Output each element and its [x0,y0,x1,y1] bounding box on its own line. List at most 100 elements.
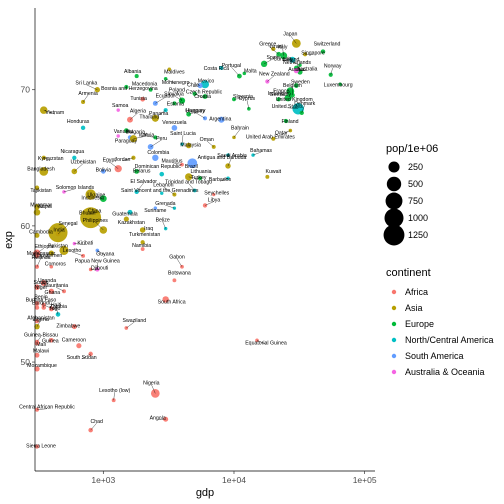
data-point [159,171,165,177]
data-point [140,96,146,102]
point-label: Seychelles [204,191,229,197]
label-leader-line [55,306,59,315]
data-point [320,49,326,54]
point-label: Gabon [169,255,185,261]
label-leader-line [36,252,42,256]
point-label: Chad [90,419,103,425]
label-leader-line [301,104,305,113]
data-point [226,153,230,157]
point-label: Niger [35,285,48,291]
data-point [202,203,208,208]
data-point [116,108,120,112]
point-label: Egypt [103,158,117,164]
data-point [284,94,292,102]
label-leader-line [72,251,84,257]
point-label: India [53,228,64,234]
point-label: Solomon Islands [56,185,95,191]
point-label: Namibia [132,243,151,249]
point-label: Italy [278,45,288,51]
label-leader-line [43,109,55,115]
point-label: Mozambique [27,363,57,369]
point-label: Macedonia [132,82,157,88]
point-label: Bulgaria [126,130,145,136]
data-point [124,128,129,133]
color-legend-key [391,305,397,311]
point-label: Kazakhstan [118,220,145,226]
point-label: Norway [324,64,342,70]
data-point [160,191,164,195]
point-label: Netherlands [283,60,311,66]
label-leader-line [36,282,48,288]
data-point [124,84,129,90]
data-point [167,67,172,72]
point-label: Bolivia [96,167,111,173]
point-label: Dominican Republic [135,164,182,170]
point-label: Nepal [38,204,52,210]
point-label: Senegal [58,221,77,227]
point-label: Liberia [33,317,49,323]
label-leader-line [109,161,119,169]
point-label: Paraguay [115,138,138,144]
point-label: Hungary [186,108,206,114]
label-leader-line [267,75,275,82]
point-label: Lesotho [63,248,82,254]
data-point [116,134,120,138]
point-label: United Arab Emirates [246,135,295,141]
point-label: Colombia [147,150,169,156]
point-label: Honduras [67,119,90,125]
point-label: Afghanistan [27,316,55,322]
data-point [34,232,40,238]
point-label: Libya [208,197,221,203]
data-point [80,125,86,131]
data-point [185,142,192,149]
data-point [34,366,40,372]
point-label: Central African Republic [19,405,75,411]
point-label: Tajikistan [30,188,51,194]
data-point [187,158,198,169]
point-label: Armenia [78,91,97,97]
size-legend-label: 1250 [408,230,428,240]
point-label: Montenegro [162,80,190,86]
data-point [33,208,41,216]
data-point [48,288,54,294]
point-label: Kuwait [266,169,282,175]
point-label: Kyrgyzstan [38,156,64,162]
label-leader-line [188,176,199,180]
label-leader-line [86,84,98,90]
point-label: Equatorial Guinea [245,340,287,346]
point-label: Guatemala [112,211,137,217]
label-leader-line [87,212,98,215]
data-point [172,101,177,106]
data-point [34,185,40,190]
label-leader-line [282,48,284,56]
label-leader-line [40,282,44,285]
point-label: Burundi [32,301,50,307]
label-leader-line [43,157,51,160]
point-label: Jordan [114,157,130,163]
point-label: Qatar [275,131,288,137]
data-point [34,340,40,346]
color-legend-key [391,337,397,343]
point-label: Algeria [130,109,146,115]
point-label: Switzerland [314,42,341,48]
label-leader-line [231,66,240,77]
point-label: Vietnam [45,110,64,116]
label-leader-line [246,99,250,109]
data-point [271,136,276,141]
data-point [72,155,77,160]
point-label: Luxembourg [324,82,353,88]
label-leader-line [133,136,144,139]
data-point [34,352,40,358]
point-label: Trinidad and Tobago [165,179,212,185]
label-leader-line [290,35,297,44]
size-legend-label: 1000 [408,213,428,223]
color-legend-label: Africa [405,287,428,297]
point-label: Cameroon [62,338,86,344]
point-label: Israel [270,44,283,50]
color-legend-key [391,321,397,327]
label-leader-line [194,93,203,98]
label-leader-line [151,384,156,394]
point-label: South Sudan [67,355,97,361]
